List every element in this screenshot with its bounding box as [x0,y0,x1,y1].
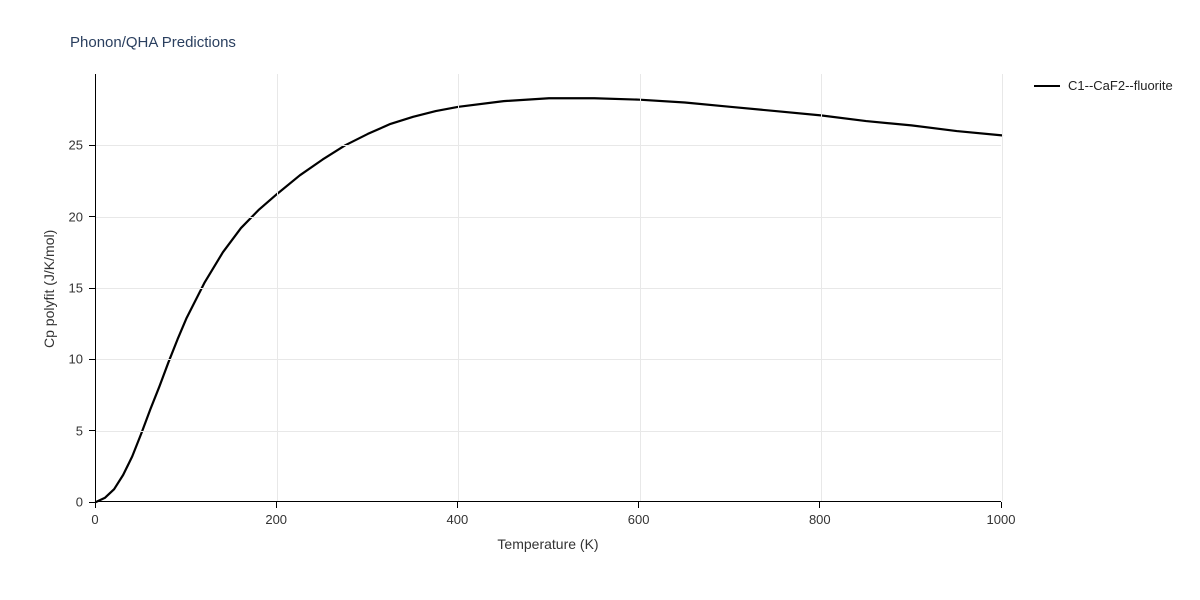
x-tick [276,502,277,508]
y-tick [89,430,95,431]
grid-line-horizontal [96,359,1001,360]
x-tick [457,502,458,508]
x-tick-label: 400 [447,512,469,527]
y-tick-label: 5 [76,423,83,438]
x-tick [95,502,96,508]
y-axis-label: Cp polyfit (J/K/mol) [41,230,57,348]
x-tick-label: 800 [809,512,831,527]
y-tick-label: 20 [69,209,83,224]
grid-line-horizontal [96,288,1001,289]
y-tick [89,216,95,217]
y-tick [89,359,95,360]
y-tick [89,288,95,289]
x-tick [638,502,639,508]
x-tick-label: 1000 [987,512,1016,527]
y-tick [89,502,95,503]
grid-line-horizontal [96,217,1001,218]
chart-container: { "title": { "text": "Phonon/QHA Predict… [0,0,1200,600]
x-tick [819,502,820,508]
y-tick-label: 25 [69,138,83,153]
y-tick-label: 10 [69,352,83,367]
legend-swatch [1034,85,1060,87]
x-tick-label: 200 [265,512,287,527]
legend-label: C1--CaF2--fluorite [1068,78,1173,93]
series-line [96,98,1002,502]
x-tick-label: 0 [91,512,98,527]
grid-line-vertical [1002,74,1003,501]
x-tick [1001,502,1002,508]
grid-line-horizontal [96,431,1001,432]
x-axis-label: Temperature (K) [497,536,598,552]
legend: C1--CaF2--fluorite [1034,78,1173,93]
y-tick-label: 0 [76,495,83,510]
y-tick-label: 15 [69,281,83,296]
y-tick [89,145,95,146]
plot-area [95,74,1001,502]
chart-title: Phonon/QHA Predictions [70,34,236,51]
x-tick-label: 600 [628,512,650,527]
grid-line-horizontal [96,145,1001,146]
